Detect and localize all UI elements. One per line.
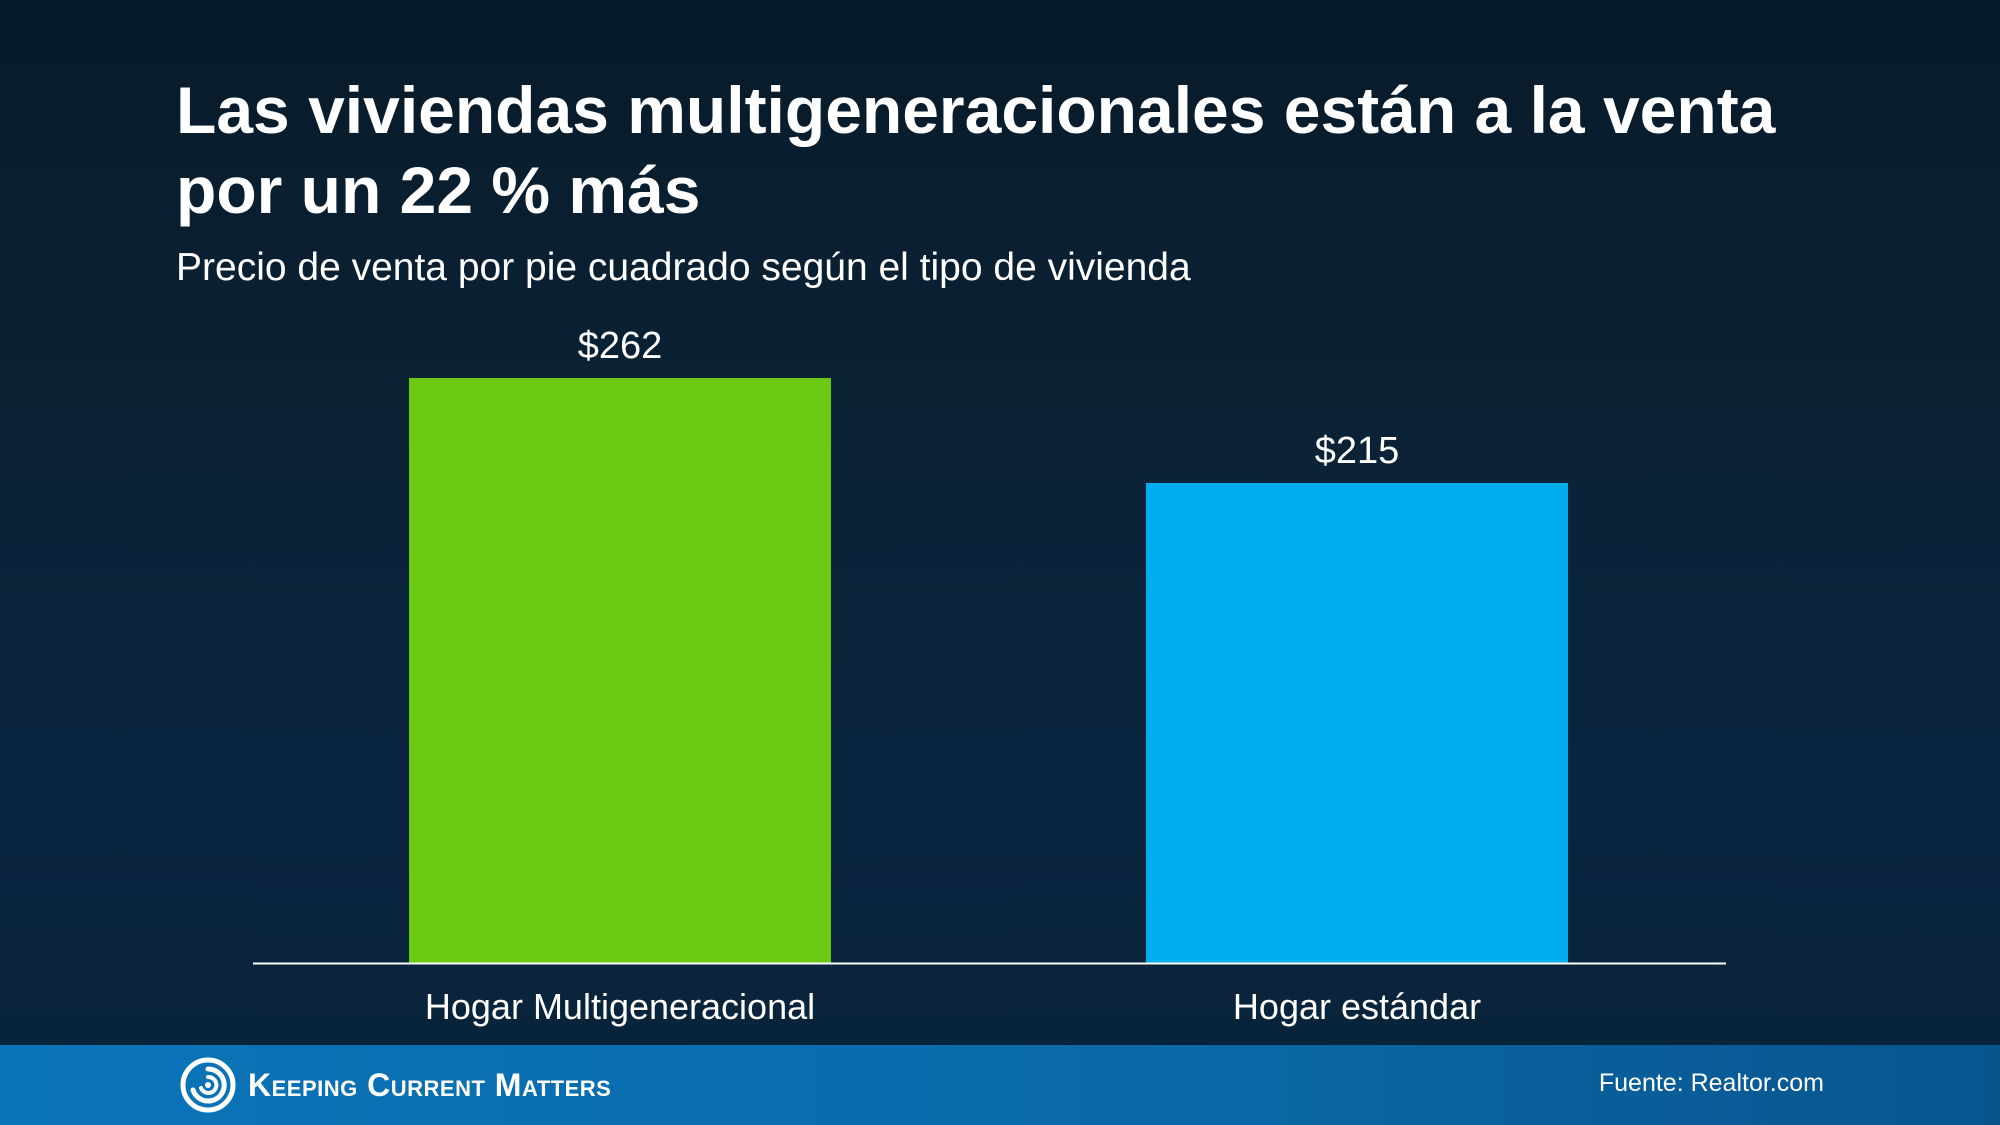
category-label-hogar-estandar: Hogar estándar <box>1233 986 1481 1027</box>
bar-hogar-multigeneracional <box>409 378 831 963</box>
bar-chart: $262 Hogar Multigeneracional $215 Hogar est… <box>409 325 1568 1027</box>
bar-hogar-estandar <box>1146 482 1568 963</box>
category-label-hogar-multigeneracional: Hogar Multigeneracional <box>425 986 815 1027</box>
footer-bar: Keeping Current Matters Fuente: Realtor.… <box>0 1045 2000 1125</box>
swirl-logo-icon <box>180 1057 236 1113</box>
chart-title: Las viviendas multigeneracionales están … <box>176 73 1776 227</box>
source-note: Fuente: Realtor.com <box>1598 1069 1824 1097</box>
value-label-hogar-estandar: $215 <box>1315 430 1400 472</box>
brand: Keeping Current Matters <box>180 1057 611 1113</box>
brand-name: Keeping Current Matters <box>248 1066 612 1103</box>
value-label-hogar-multigeneracional: $262 <box>578 325 663 367</box>
chart-subtitle: Precio de venta por pie cuadrado según e… <box>176 246 1191 289</box>
